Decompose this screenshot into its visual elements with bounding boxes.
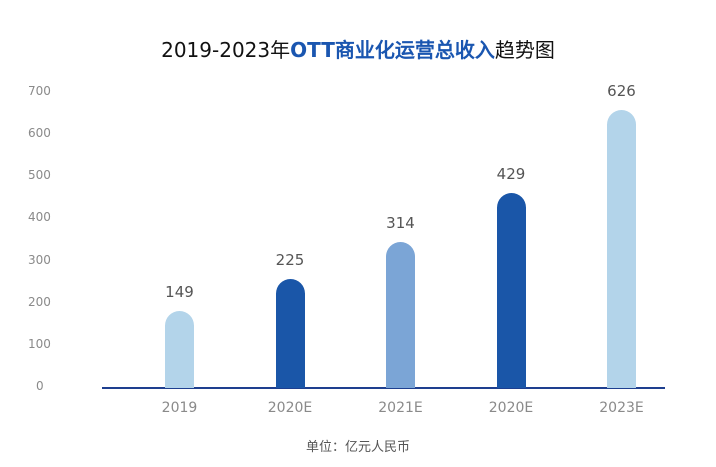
unit-label: 单位：亿元人民币 bbox=[305, 440, 410, 455]
bar-value-label: 225 bbox=[275, 251, 305, 270]
x-tick-label: 2020E bbox=[267, 400, 313, 416]
y-tick-label: 400 bbox=[28, 210, 51, 225]
y-tick-label: 0 bbox=[36, 379, 44, 393]
y-tick-label: 100 bbox=[28, 336, 51, 351]
bar-value-label: 429 bbox=[496, 165, 526, 184]
y-tick-label: 200 bbox=[28, 294, 51, 309]
title-highlight: OTT商业化运营总收入 bbox=[290, 38, 495, 62]
x-tick-label: 2020E bbox=[488, 400, 534, 416]
y-tick-label: 600 bbox=[28, 126, 51, 141]
y-tick-label: 700 bbox=[28, 84, 51, 98]
bar-value-label: 149 bbox=[165, 283, 194, 302]
title-suffix: 趋势图 bbox=[494, 38, 555, 62]
title-prefix: 2019-2023年 bbox=[161, 38, 291, 62]
bar-value-label: 314 bbox=[386, 213, 415, 232]
bar bbox=[496, 193, 526, 388]
x-tick-label: 2019 bbox=[161, 400, 198, 416]
bar bbox=[386, 241, 415, 388]
x-axis-line bbox=[102, 387, 665, 389]
y-tick-label: 500 bbox=[28, 168, 51, 183]
chart-title: 2019-2023年OTT商业化运营总收入趋势图 bbox=[0, 34, 716, 63]
bar-value-label: 626 bbox=[607, 82, 636, 101]
x-tick-label: 2023E bbox=[599, 400, 644, 416]
bar bbox=[275, 279, 305, 388]
x-tick-label: 2021E bbox=[378, 400, 423, 416]
y-tick-label: 300 bbox=[28, 252, 51, 267]
bar bbox=[165, 311, 194, 388]
bar bbox=[607, 110, 636, 388]
